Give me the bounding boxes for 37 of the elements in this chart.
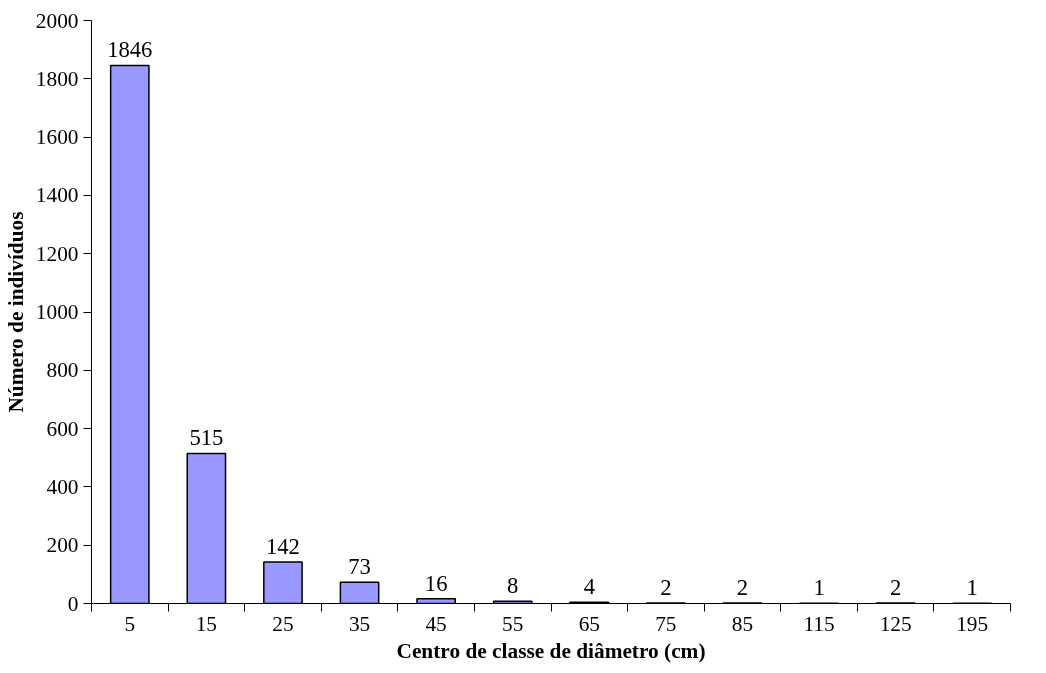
y-tick-label: 200 [46,533,79,558]
x-tick-label: 55 [502,611,524,636]
y-tick-label: 1400 [35,183,79,208]
y-tick-label: 1800 [35,66,79,91]
data-label: 16 [424,570,448,596]
data-label: 1 [813,575,825,601]
y-tick-label: 600 [46,416,79,441]
x-tick-label: 15 [195,611,218,636]
y-tick-label: 1000 [35,300,79,324]
data-label: 515 [189,425,224,451]
data-label: 142 [265,534,300,560]
x-tick-label: 75 [655,611,677,636]
y-tick-label: 400 [46,474,79,499]
data-label: 8 [507,573,519,599]
y-axis-title: Número de indivíduos [3,211,28,413]
x-tick-label: 35 [348,611,371,636]
x-tick-label: 195 [956,611,989,636]
x-tick-label: 115 [803,611,835,636]
data-label: 1 [966,575,978,601]
x-tick-label: 25 [272,611,294,636]
x-tick-label: 85 [731,611,754,636]
x-tick-label: 65 [578,611,600,636]
y-tick-label: 1200 [35,241,79,266]
data-label: 4 [583,574,595,600]
x-axis-title: Centro de classe de diâmetro (cm) [396,638,706,663]
data-label: 2 [660,574,672,600]
x-tick-label: 125 [879,611,912,636]
y-tick-label: 800 [46,358,79,383]
x-tick-label: 45 [425,611,447,636]
y-tick-label: 0 [67,591,79,616]
data-label: 2 [889,574,902,600]
data-label: 73 [348,554,371,580]
data-label: 1846 [107,37,153,63]
y-tick-label: 1600 [35,125,79,150]
x-tick-label: 5 [124,611,136,636]
data-label: 2 [736,574,749,600]
y-tick-label: 2000 [35,8,79,33]
